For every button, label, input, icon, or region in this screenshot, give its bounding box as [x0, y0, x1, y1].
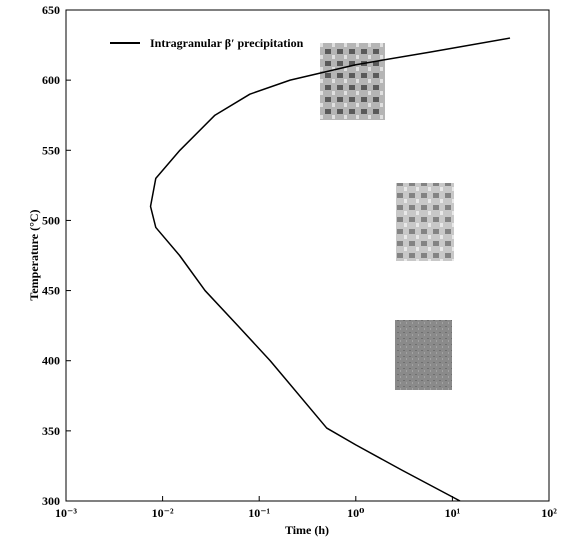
micrograph: [395, 320, 452, 390]
plot-frame: [65, 9, 550, 502]
y-tick-label: 650: [42, 3, 60, 17]
y-tick-label: 350: [42, 424, 60, 438]
micrograph: [396, 183, 454, 261]
x-tick-label: 10⁰: [347, 506, 364, 520]
y-tick-label: 500: [42, 213, 60, 227]
x-tick-label: 10⁻²: [152, 506, 174, 520]
y-tick-label: 450: [42, 284, 60, 298]
micrograph: [320, 43, 385, 120]
line-series: [149, 37, 511, 502]
x-tick-label: 10²: [541, 506, 557, 520]
legend-label: Intragranular β′ precipitation: [150, 36, 304, 50]
x-axis-title: Time (h): [285, 523, 329, 537]
y-tick-label: 300: [42, 494, 60, 508]
y-tick-label: 550: [42, 143, 60, 157]
y-tick-label: 600: [42, 73, 60, 87]
x-tick-label: 10⁻¹: [248, 506, 270, 520]
x-tick-label: 10⁻³: [55, 506, 77, 520]
x-tick-label: 10¹: [445, 506, 461, 520]
y-tick-label: 400: [42, 354, 60, 368]
y-axis-title: Temperature (°C): [27, 209, 41, 300]
